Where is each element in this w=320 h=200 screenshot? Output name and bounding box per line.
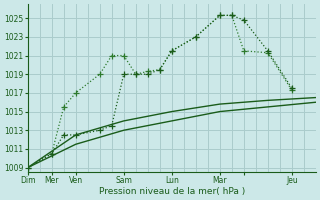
- X-axis label: Pression niveau de la mer( hPa ): Pression niveau de la mer( hPa ): [99, 187, 245, 196]
